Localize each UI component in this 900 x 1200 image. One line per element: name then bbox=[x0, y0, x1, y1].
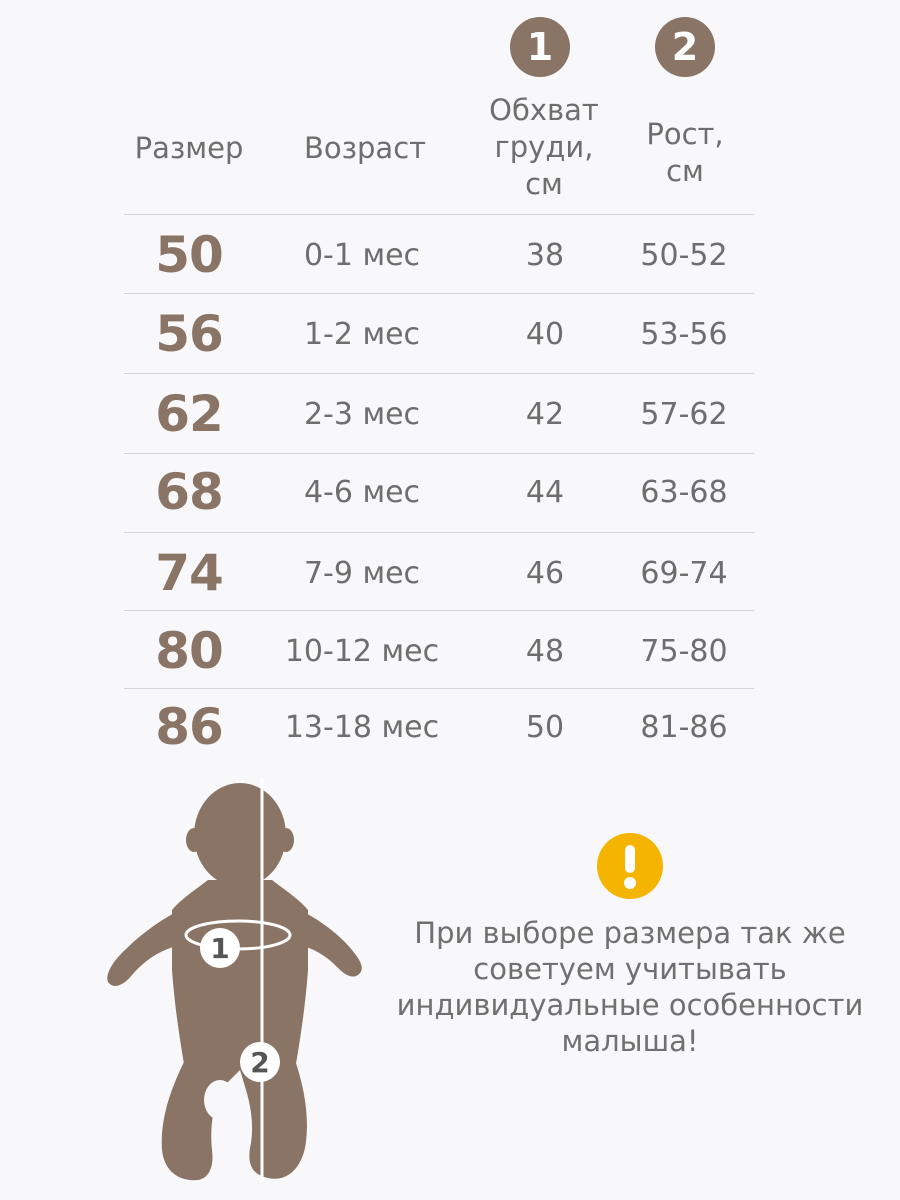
table-row: 62 2-3 мес 42 57-62 bbox=[124, 375, 754, 453]
chest-cell: 40 bbox=[525, 316, 565, 352]
row-divider bbox=[124, 293, 754, 294]
age-cell: 1-2 мес bbox=[303, 316, 421, 352]
age-cell: 10-12 мес bbox=[284, 633, 440, 669]
height-cell: 57-62 bbox=[640, 396, 728, 432]
chest-cell: 46 bbox=[525, 555, 565, 591]
row-divider bbox=[124, 453, 754, 454]
header-height: Рост, см bbox=[646, 117, 724, 188]
row-divider bbox=[124, 610, 754, 611]
age-cell: 13-18 мес bbox=[284, 709, 440, 745]
header-chest: Обхват груди, см bbox=[489, 93, 599, 201]
table-row: 50 0-1 мес 38 50-52 bbox=[124, 216, 754, 294]
size-cell: 86 bbox=[155, 698, 224, 756]
chest-cell: 44 bbox=[525, 474, 565, 510]
header-age: Возраст bbox=[303, 131, 427, 165]
chest-cell: 48 bbox=[525, 633, 565, 669]
chest-marker-label: 1 bbox=[210, 932, 229, 965]
table-row: 68 4-6 мес 44 63-68 bbox=[124, 453, 754, 531]
height-cell: 50-52 bbox=[640, 237, 728, 273]
height-marker-badge: 2 bbox=[655, 17, 715, 77]
chest-marker-badge: 1 bbox=[510, 17, 570, 77]
size-cell: 68 bbox=[155, 463, 224, 521]
header-size: Размер bbox=[134, 131, 244, 165]
baby-silhouette-illustration: 1 2 bbox=[107, 778, 362, 1182]
baby-silhouette bbox=[107, 783, 362, 1181]
row-divider bbox=[124, 532, 754, 533]
age-cell: 0-1 мес bbox=[303, 237, 421, 273]
height-marker: 2 bbox=[240, 1042, 280, 1082]
chest-cell: 38 bbox=[525, 237, 565, 273]
chest-cell: 42 bbox=[525, 396, 565, 432]
chest-marker: 1 bbox=[200, 928, 240, 968]
table-row: 80 10-12 мес 48 75-80 bbox=[124, 612, 754, 690]
age-cell: 2-3 мес bbox=[303, 396, 421, 432]
row-divider bbox=[124, 688, 754, 689]
height-cell: 81-86 bbox=[640, 709, 728, 745]
height-cell: 53-56 bbox=[640, 316, 728, 352]
chest-cell: 50 bbox=[525, 709, 565, 745]
table-row: 56 1-2 мес 40 53-56 bbox=[124, 295, 754, 373]
table-row: 74 7-9 мес 46 69-74 bbox=[124, 534, 754, 612]
size-cell: 74 bbox=[155, 544, 224, 602]
age-cell: 7-9 мес bbox=[303, 555, 421, 591]
height-marker-label: 2 bbox=[250, 1046, 269, 1079]
header-divider bbox=[124, 214, 754, 215]
table-row: 86 13-18 мес 50 81-86 bbox=[124, 688, 754, 766]
height-cell: 75-80 bbox=[640, 633, 728, 669]
size-cell: 62 bbox=[155, 385, 224, 443]
height-cell: 63-68 bbox=[640, 474, 728, 510]
size-cell: 56 bbox=[155, 305, 224, 363]
exclamation-icon bbox=[597, 833, 663, 899]
age-cell: 4-6 мес bbox=[303, 474, 421, 510]
size-cell: 50 bbox=[155, 226, 224, 284]
height-cell: 69-74 bbox=[640, 555, 728, 591]
size-cell: 80 bbox=[155, 622, 224, 680]
row-divider bbox=[124, 373, 754, 374]
size-advice-note: При выборе размера так же советуем учиты… bbox=[396, 916, 864, 1058]
